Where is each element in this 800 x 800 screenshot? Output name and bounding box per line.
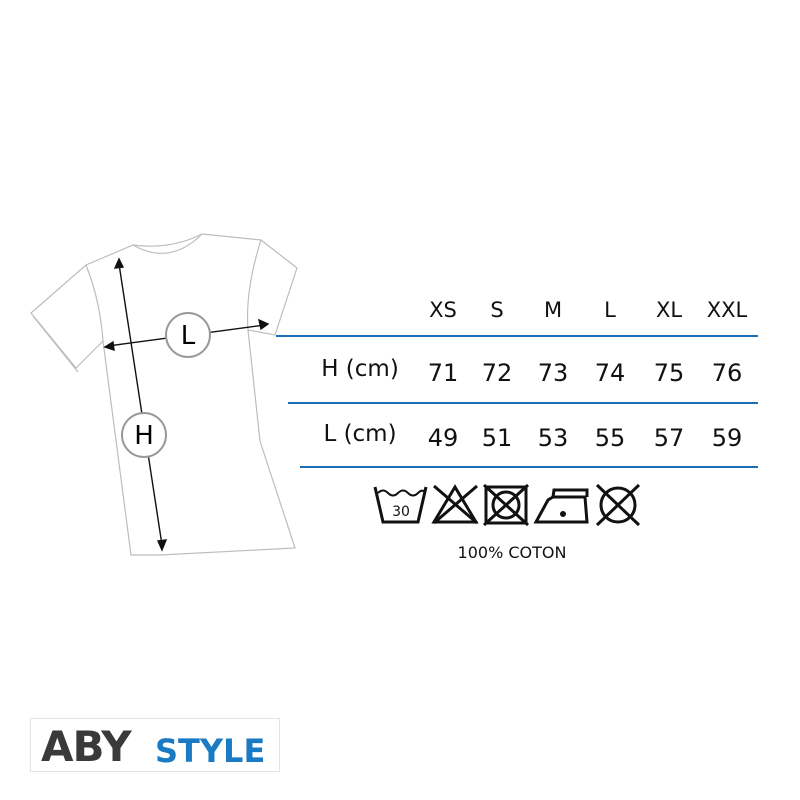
- col-header: XXL: [706, 298, 748, 322]
- col-header: L: [604, 298, 616, 322]
- fabric-composition: 100% COTON: [457, 543, 567, 562]
- no-dry-clean-icon: [595, 483, 641, 527]
- height-marker-circle: [121, 412, 167, 458]
- cell: 76: [711, 359, 743, 387]
- table-divider: [300, 466, 758, 468]
- row-label: L (cm): [323, 421, 397, 447]
- col-header: XL: [655, 298, 683, 322]
- abystyle-logo: ABY STYLE: [30, 718, 280, 772]
- logo-part1: ABY: [41, 722, 132, 771]
- cell: 73: [537, 359, 569, 387]
- cell: 51: [481, 424, 513, 452]
- cell: 75: [653, 359, 685, 387]
- table-divider: [288, 402, 758, 404]
- height-arrow: [118, 263, 163, 546]
- cell: 57: [653, 424, 685, 452]
- width-marker-circle: [165, 312, 211, 358]
- no-bleach-icon: [431, 484, 479, 525]
- cell: 53: [537, 424, 569, 452]
- row-label: H (cm): [321, 356, 399, 382]
- cell: 49: [427, 424, 459, 452]
- svg-text:30: 30: [392, 504, 410, 520]
- wash-30-icon: 30: [373, 486, 428, 524]
- cell: 74: [594, 359, 626, 387]
- cell: 71: [427, 359, 459, 387]
- cell: 72: [481, 359, 513, 387]
- no-tumble-dry-icon: [482, 483, 530, 527]
- width-marker-label: L: [181, 321, 196, 351]
- tshirt-outline: [30, 233, 298, 556]
- table-divider: [276, 335, 758, 337]
- col-header: M: [543, 298, 563, 322]
- logo-part2: STYLE: [155, 732, 266, 770]
- col-header: S: [490, 298, 504, 322]
- col-header: XS: [429, 298, 457, 322]
- cell: 59: [711, 424, 743, 452]
- cell: 55: [594, 424, 626, 452]
- iron-low-icon: [533, 488, 589, 524]
- height-marker-label: H: [134, 421, 154, 451]
- care-icons: 30: [373, 483, 641, 527]
